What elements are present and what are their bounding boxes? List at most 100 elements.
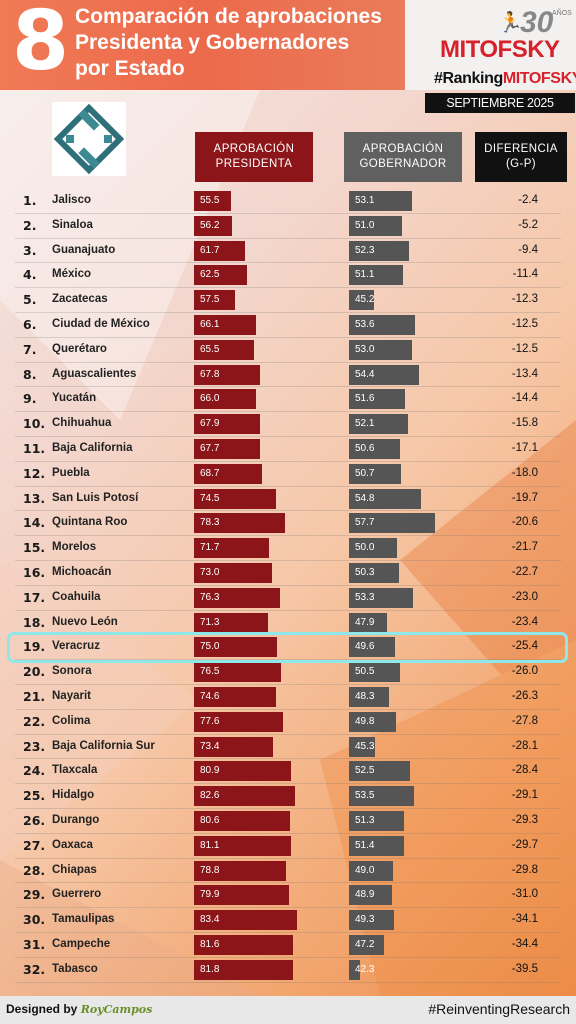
table-row: 19. Veracruz 75.0 49.6 -25.4 bbox=[0, 635, 576, 661]
presidenta-bar bbox=[194, 910, 297, 931]
gobernador-value: 51.3 bbox=[355, 815, 375, 826]
rank-number: 14. bbox=[23, 515, 46, 531]
diferencia-value: -20.6 bbox=[511, 516, 538, 529]
gobernador-bar bbox=[349, 711, 397, 732]
gobernador-value: 49.8 bbox=[355, 715, 375, 727]
column-header-diferencia-label: DIFERENCIA (G-P) bbox=[484, 143, 558, 170]
table-row: 27. Oaxaca 81.1 51.4 -29.7 bbox=[0, 834, 576, 859]
diferencia-value: -17.1 bbox=[511, 442, 538, 454]
highlight-veracruz bbox=[7, 632, 568, 663]
gobernador-bar bbox=[349, 563, 399, 583]
title-banner: 8 Comparación de aprobaciones Presidenta… bbox=[0, 0, 405, 90]
presidenta-bar bbox=[194, 563, 273, 583]
gobernador-bar bbox=[349, 265, 403, 286]
table-row: 9. Yucatán 66.0 51.6 -14.4 bbox=[0, 387, 576, 413]
presidenta-bar bbox=[194, 389, 256, 410]
row-divider bbox=[15, 237, 561, 239]
diferencia-value: -21.7 bbox=[511, 541, 538, 554]
gobernador-bar bbox=[349, 612, 388, 633]
presidenta-bar bbox=[194, 687, 276, 707]
diferencia-value: -26.3 bbox=[511, 690, 538, 702]
presidenta-value: 56.2 bbox=[200, 219, 220, 231]
gobernador-bar bbox=[349, 637, 396, 658]
rank-number: 12. bbox=[23, 465, 46, 481]
gobernador-value: 53.5 bbox=[355, 790, 375, 802]
gobernador-bar bbox=[349, 191, 413, 211]
gobernador-bar bbox=[349, 315, 415, 335]
diferencia-value: -13.4 bbox=[511, 367, 538, 380]
state-name: Oaxaca bbox=[52, 838, 93, 851]
diferencia-value: -5.2 bbox=[518, 218, 538, 231]
rank-number: 1. bbox=[23, 193, 37, 208]
table-row: 31. Campeche 81.6 47.2 -34.4 bbox=[0, 933, 576, 958]
rank-number: 11. bbox=[23, 441, 46, 456]
presidenta-value: 81.8 bbox=[200, 963, 220, 975]
presidenta-bar bbox=[194, 736, 274, 757]
presidenta-bar bbox=[194, 240, 246, 261]
rank-number: 24. bbox=[23, 763, 46, 779]
presidenta-bar bbox=[194, 513, 285, 534]
diferencia-value: -14.4 bbox=[511, 392, 538, 405]
row-divider bbox=[15, 535, 561, 537]
table-row: 10. Chihuahua 67.9 52.1 -15.8 bbox=[0, 412, 576, 437]
presidenta-value: 73.4 bbox=[200, 740, 220, 752]
brand-anos: AÑOS bbox=[552, 10, 572, 17]
gobernador-value: 45.3 bbox=[355, 740, 375, 752]
presidenta-value: 76.3 bbox=[200, 591, 220, 603]
presidenta-value: 78.3 bbox=[200, 517, 220, 529]
row-divider bbox=[15, 956, 561, 958]
presidenta-value: 62.5 bbox=[200, 269, 220, 281]
table-row: 28. Chiapas 78.8 49.0 -29.8 bbox=[0, 859, 576, 884]
diferencia-value: -29.1 bbox=[511, 789, 538, 802]
gobernador-value: 45.2 bbox=[355, 294, 375, 306]
state-name: Yucatán bbox=[52, 392, 97, 405]
gobernador-bar bbox=[349, 786, 415, 807]
row-divider bbox=[15, 783, 561, 785]
state-name: Querétaro bbox=[52, 342, 107, 355]
gobernador-bar bbox=[349, 761, 410, 782]
state-name: San Luis Potosí bbox=[52, 491, 139, 504]
gobernador-bar bbox=[349, 835, 405, 856]
gobernador-value: 54.8 bbox=[355, 492, 375, 504]
presidenta-bar bbox=[194, 265, 248, 286]
state-name: Chihuahua bbox=[52, 417, 112, 430]
state-name: Tlaxcala bbox=[52, 764, 98, 777]
table-row: 29. Guerrero 79.9 48.9 -31.0 bbox=[0, 883, 576, 909]
rank-number: 4. bbox=[23, 267, 37, 283]
diferencia-value: -31.0 bbox=[511, 888, 538, 901]
rank-number: 9. bbox=[23, 391, 37, 407]
table-row: 12. Puebla 68.7 50.7 -18.0 bbox=[0, 462, 576, 487]
state-name: Tabasco bbox=[52, 962, 98, 975]
presidenta-bar bbox=[194, 364, 260, 385]
presidenta-value: 65.5 bbox=[200, 343, 220, 355]
presidenta-value: 73.0 bbox=[200, 567, 220, 578]
row-divider bbox=[15, 882, 561, 884]
diferencia-value: -23.0 bbox=[511, 590, 538, 603]
rank-number: 10. bbox=[23, 416, 46, 432]
rank-number: 22. bbox=[23, 713, 46, 729]
header: 8 Comparación de aprobaciones Presidenta… bbox=[0, 0, 576, 90]
diferencia-value: -27.8 bbox=[511, 714, 538, 727]
gobernador-value: 48.3 bbox=[355, 691, 375, 702]
slide-number: 8 bbox=[12, 0, 70, 89]
footer-hashtag: #ReinventingResearch bbox=[428, 1001, 570, 1017]
state-name: Sonora bbox=[52, 665, 92, 678]
rank-number: 7. bbox=[23, 341, 37, 357]
hashtag-suffix: MITOFSKY bbox=[502, 70, 576, 87]
row-divider bbox=[15, 683, 561, 685]
table-row: 26. Durango 80.6 51.3 -29.3 bbox=[0, 809, 576, 834]
gobernador-bar bbox=[349, 513, 435, 534]
rank-number: 25. bbox=[23, 788, 46, 804]
gobernador-value: 47.2 bbox=[355, 939, 375, 950]
rank-number: 8. bbox=[23, 366, 37, 382]
state-name: Colima bbox=[52, 714, 91, 727]
diferencia-value: -34.1 bbox=[511, 913, 538, 926]
presidenta-value: 71.7 bbox=[200, 542, 220, 554]
state-name: Hidalgo bbox=[52, 789, 95, 802]
gobernador-value: 50.3 bbox=[355, 567, 375, 578]
presidenta-value: 78.8 bbox=[200, 864, 220, 876]
gobernador-bar bbox=[349, 389, 406, 410]
gobernador-value: 50.6 bbox=[355, 443, 375, 454]
presidenta-bar bbox=[194, 835, 292, 856]
table-row: 22. Colima 77.6 49.8 -27.8 bbox=[0, 710, 576, 735]
